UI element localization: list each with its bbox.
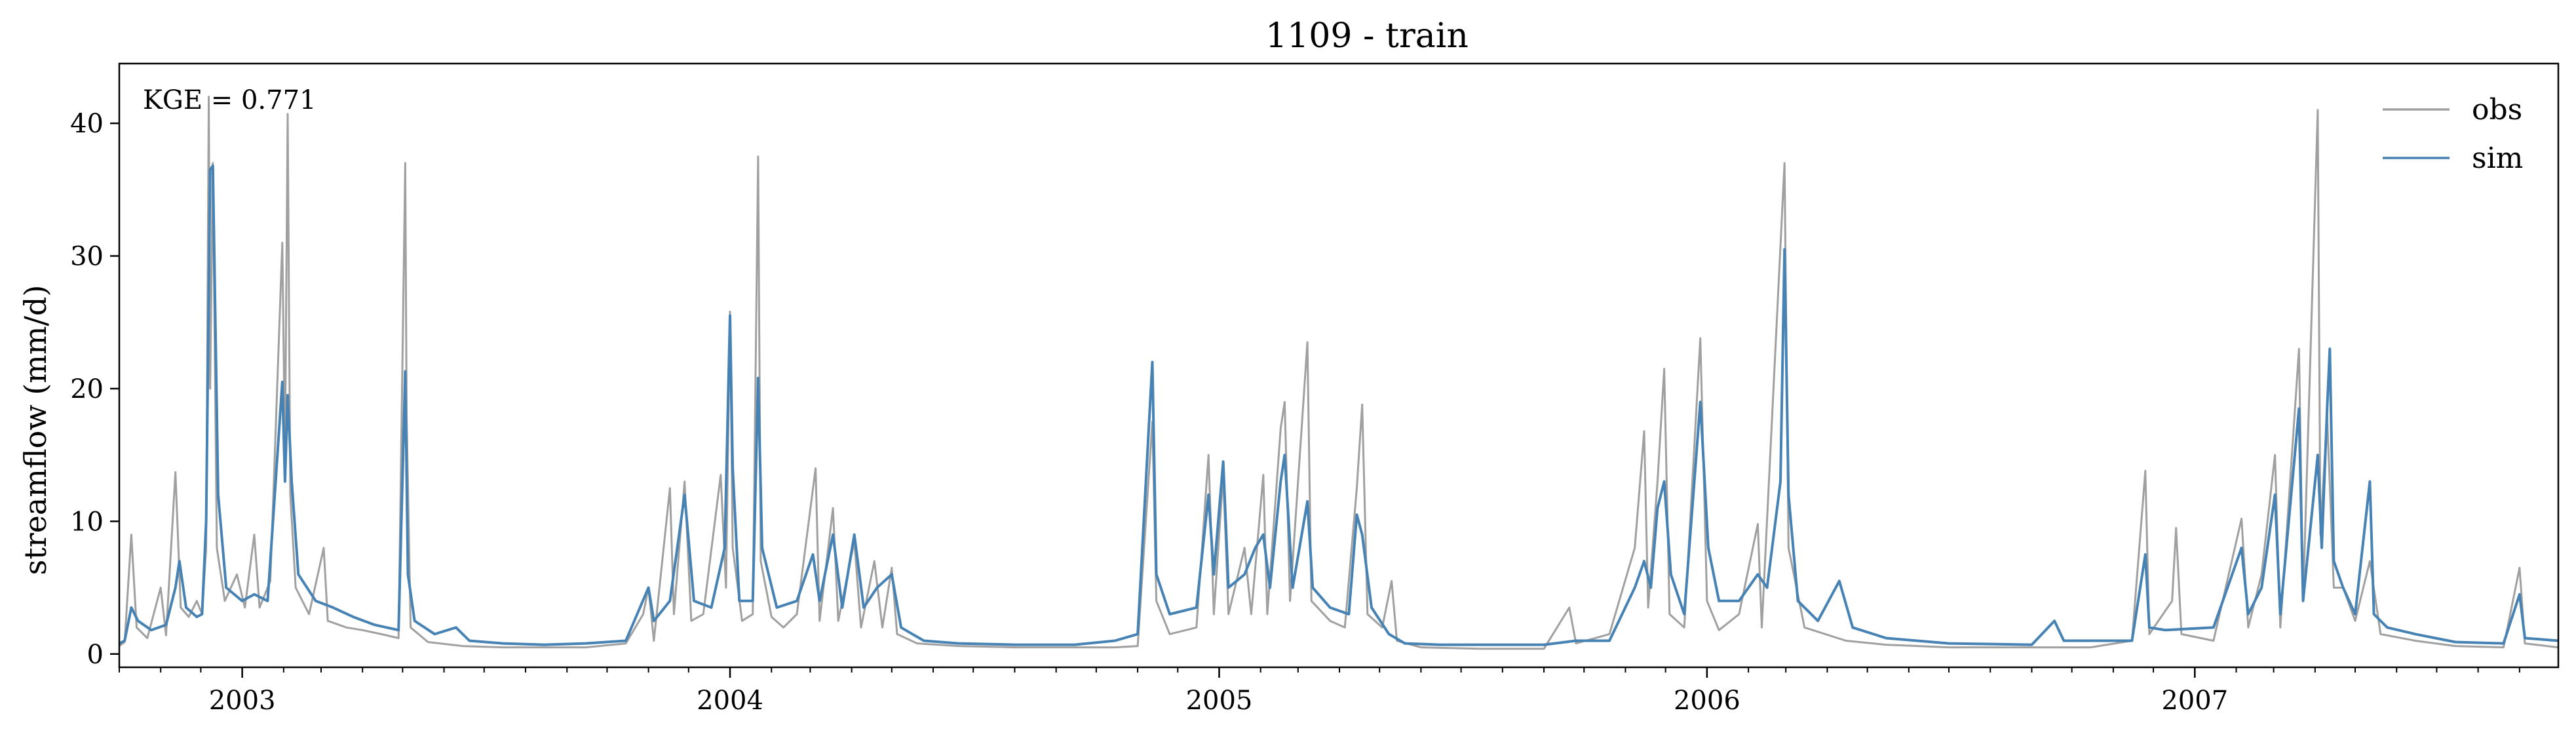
legend-obs-label: obs: [2472, 93, 2522, 127]
x-axis: 2003 2004 2005 2006 2007: [119, 667, 2520, 716]
x-tick-label: 2005: [1186, 686, 1253, 716]
y-tick-label: 10: [70, 507, 104, 537]
y-tick-label: 20: [70, 374, 104, 404]
x-tick-label: 2003: [209, 686, 276, 716]
x-tick-label: 2007: [2161, 686, 2228, 716]
series-obs-line: [119, 96, 2558, 650]
legend-sim-label: sim: [2472, 142, 2523, 175]
series-sim-line: [119, 164, 2558, 646]
y-tick-label: 0: [87, 640, 104, 670]
series-layer: [119, 96, 2558, 650]
legend: obs sim: [2383, 93, 2523, 175]
plot-frame: [118, 62, 2560, 669]
x-tick-label: 2006: [1674, 686, 1740, 716]
y-tick-label: 30: [70, 242, 104, 272]
y-axis: 0 10 20 30 40: [70, 109, 119, 670]
kge-annotation: KGE = 0.771: [143, 85, 317, 115]
y-tick-label: 40: [70, 109, 104, 139]
y-axis-label: streamflow (mm/d): [18, 285, 53, 576]
chart-title: 1109 - train: [1265, 16, 1469, 56]
x-tick-label: 2004: [697, 686, 763, 716]
